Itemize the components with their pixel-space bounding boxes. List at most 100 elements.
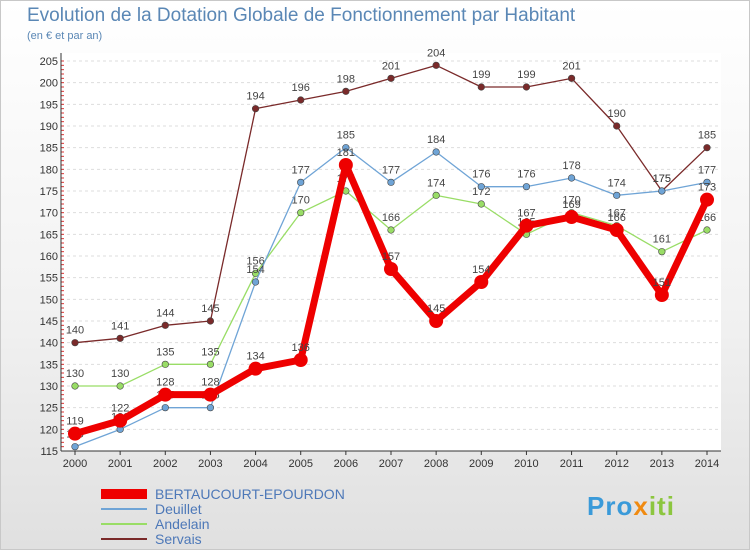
data-point [567, 74, 576, 82]
data-point [206, 360, 215, 368]
data-point [71, 382, 79, 390]
logo-part-1: Pro [587, 491, 634, 521]
data-point [609, 223, 624, 237]
x-tick-label: 2000 [63, 458, 87, 470]
data-point [158, 387, 173, 402]
x-tick-label: 2009 [469, 458, 493, 470]
data-label: 154 [472, 264, 490, 276]
data-label: 185 [698, 130, 716, 142]
data-label: 178 [562, 160, 580, 172]
data-label: 122 [111, 403, 129, 415]
data-label: 176 [472, 169, 490, 181]
x-tick-label: 2014 [695, 458, 719, 470]
data-point [387, 74, 395, 82]
data-label: 201 [562, 60, 580, 72]
data-point [248, 361, 263, 376]
y-tick-label: 135 [40, 359, 58, 371]
x-tick-label: 2011 [560, 458, 584, 470]
y-tick-label: 120 [40, 424, 58, 436]
data-label: 196 [292, 82, 310, 94]
legend-label: BERTAUCOURT-EPOURDON [155, 485, 345, 502]
y-tick-label: 175 [40, 186, 58, 198]
data-label: 175 [653, 173, 671, 185]
data-label: 151 [653, 277, 671, 289]
data-label: 130 [66, 368, 84, 380]
y-tick-label: 145 [40, 316, 58, 328]
y-tick-label: 190 [40, 121, 58, 133]
data-point [342, 144, 350, 152]
data-point [387, 178, 395, 186]
x-tick-label: 2005 [288, 458, 312, 470]
data-point [297, 178, 305, 186]
data-label: 181 [337, 147, 355, 159]
data-label: 172 [472, 186, 490, 198]
y-tick-label: 185 [40, 143, 58, 155]
data-label: 170 [292, 195, 310, 207]
data-label: 177 [382, 164, 400, 176]
y-tick-label: 130 [40, 381, 58, 393]
data-label: 157 [382, 251, 400, 263]
data-point [477, 83, 485, 91]
data-label: 166 [382, 212, 400, 224]
data-point [613, 191, 621, 199]
data-point [297, 96, 305, 104]
data-label: 140 [66, 325, 84, 337]
data-point [477, 183, 485, 191]
data-label: 145 [427, 303, 445, 315]
data-point [338, 158, 353, 172]
data-point [384, 262, 398, 276]
data-point [161, 360, 169, 368]
data-point [206, 317, 215, 325]
data-point [522, 183, 531, 191]
data-point [297, 209, 305, 217]
data-point [700, 192, 714, 207]
data-label: 119 [66, 416, 84, 428]
data-label: 184 [427, 134, 445, 146]
data-point [432, 191, 440, 199]
data-label: 134 [246, 351, 264, 363]
chart-title: Evolution de la Dotation Globale de Fonc… [27, 5, 576, 26]
data-label: 156 [246, 255, 264, 267]
legend-label: Andelain [155, 515, 210, 532]
data-label: 135 [201, 346, 219, 358]
data-point [658, 248, 666, 256]
data-point [387, 226, 395, 234]
data-point [68, 426, 82, 441]
data-label: 190 [608, 108, 626, 120]
data-point [519, 218, 534, 233]
data-label: 204 [427, 47, 445, 59]
logo-part-2: x [633, 491, 649, 521]
x-tick-label: 2010 [514, 458, 538, 470]
y-tick-label: 125 [40, 403, 58, 415]
data-label: 177 [292, 164, 310, 176]
data-label: 154 [246, 264, 264, 276]
data-label: 128 [201, 377, 219, 389]
y-tick-label: 165 [40, 229, 58, 241]
data-label: 128 [156, 377, 174, 389]
data-point [161, 404, 169, 412]
data-label: 144 [156, 307, 174, 319]
legend-label: Deuillet [155, 500, 202, 517]
data-label: 135 [156, 346, 174, 358]
legend: BERTAUCOURT-EPOURDON Deuillet Andelain Serv… [101, 485, 345, 547]
logo-part-3: iti [648, 491, 675, 521]
data-label: 136 [292, 342, 310, 354]
legend-swatch [101, 522, 147, 525]
data-label: 194 [246, 91, 264, 103]
data-point [429, 314, 444, 328]
x-tick-label: 2003 [198, 458, 222, 470]
legend-swatch [101, 537, 147, 540]
data-label: 166 [608, 212, 626, 224]
data-label: 167 [517, 208, 535, 220]
data-point [71, 443, 79, 451]
data-point [522, 83, 531, 91]
y-tick-label: 160 [40, 251, 58, 263]
data-point [71, 339, 79, 347]
data-point [703, 226, 711, 234]
data-point [474, 275, 489, 289]
data-label: 174 [608, 177, 626, 189]
series-servais: 140 141 144 145 194 196 198 201 204 199 199 201 190 1… [66, 47, 716, 347]
legend-item: BERTAUCOURT-EPOURDON [101, 485, 345, 502]
